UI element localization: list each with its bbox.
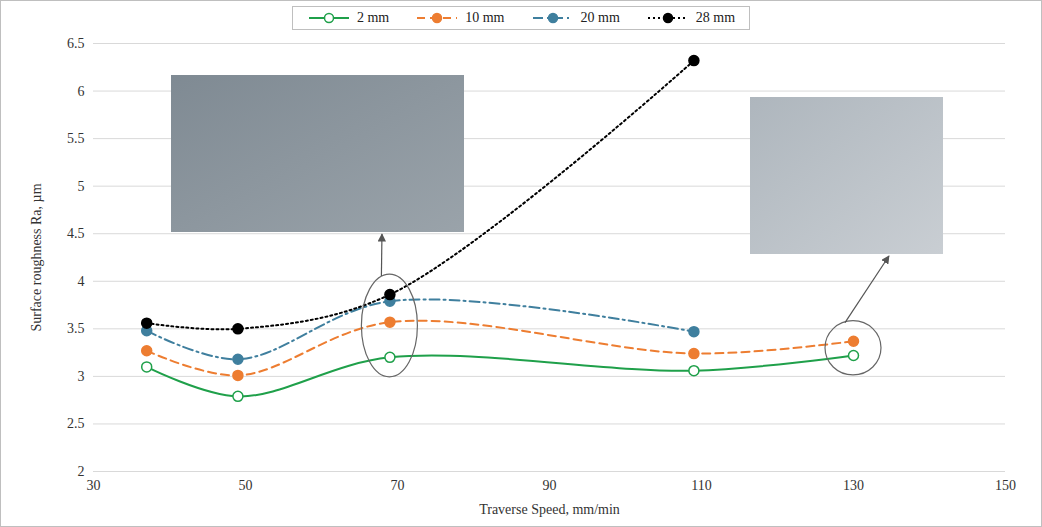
svg-text:70: 70 bbox=[391, 478, 405, 493]
svg-text:5.5: 5.5 bbox=[67, 131, 85, 146]
html-text:28 mm: 28 mm bbox=[695, 10, 736, 25]
html-text:2 mm: 2 mm bbox=[356, 10, 390, 25]
svg-text:5: 5 bbox=[78, 179, 85, 194]
svg-text:3: 3 bbox=[78, 369, 85, 384]
svg-text:2.5: 2.5 bbox=[67, 416, 85, 431]
svg-text:4.5: 4.5 bbox=[67, 226, 85, 241]
svg-text:110: 110 bbox=[691, 478, 711, 493]
svg-text:50: 50 bbox=[239, 478, 253, 493]
svg-text:4: 4 bbox=[78, 274, 85, 289]
svg-text:2: 2 bbox=[78, 464, 85, 479]
html-text:10 mm: 10 mm bbox=[465, 10, 505, 25]
svg-text:90: 90 bbox=[543, 478, 557, 493]
svg-text:30: 30 bbox=[87, 478, 101, 493]
svg-text:6.5: 6.5 bbox=[67, 36, 85, 51]
svg-text:Surface roughness Ra, µm: Surface roughness Ra, µm bbox=[29, 183, 44, 331]
svg-text:6: 6 bbox=[78, 84, 85, 99]
svg-text:130: 130 bbox=[843, 478, 864, 493]
svg-text:Traverse Speed, mm/min: Traverse Speed, mm/min bbox=[479, 502, 620, 517]
svg-text:150: 150 bbox=[995, 478, 1016, 493]
html-text:20 mm: 20 mm bbox=[580, 10, 620, 25]
svg-text:3.5: 3.5 bbox=[67, 321, 85, 336]
